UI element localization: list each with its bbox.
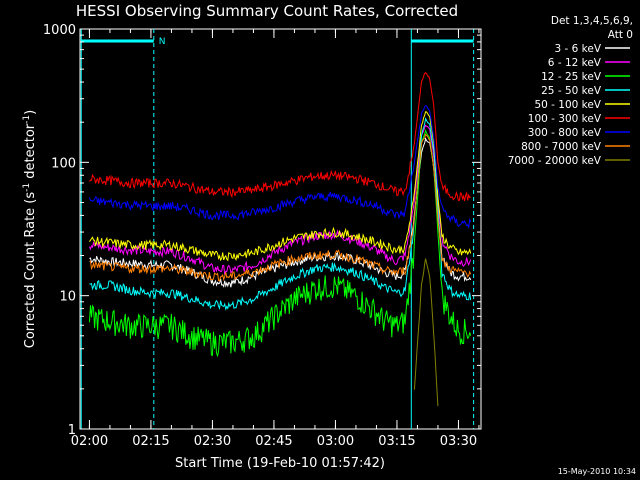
- y-axis-label-main: Corrected Count Rate (s: [23, 192, 38, 349]
- legend-label-3: 25 - 50 keV: [541, 85, 602, 97]
- series-line-1: [88, 124, 472, 275]
- y-tick-label: 1000: [43, 23, 76, 38]
- legend-label-2: 12 - 25 keV: [541, 71, 602, 83]
- x-tick-label: 03:30: [440, 434, 477, 449]
- x-tick-label: 02:45: [255, 434, 292, 449]
- legend-label-1: 6 - 12 keV: [548, 57, 602, 69]
- series-line-6: [88, 105, 472, 229]
- series-line-2: [88, 129, 472, 358]
- chart-title: HESSI Observing Summary Count Rates, Cor…: [76, 2, 458, 20]
- series-line-5: [89, 71, 471, 202]
- series-layer: [88, 71, 472, 407]
- x-tick-label: 02:15: [132, 434, 169, 449]
- y-tick-label: 10: [59, 290, 76, 305]
- y-tick-label: 100: [51, 156, 76, 171]
- legend-label-7: 800 - 7000 keV: [521, 141, 602, 153]
- series-line-3: [89, 117, 472, 311]
- y-axis-label-end: ): [23, 110, 38, 115]
- legend-header-2: Att 0: [608, 29, 633, 41]
- series-line-8: [413, 258, 439, 407]
- x-axis-label: Start Time (19-Feb-10 01:57:42): [175, 456, 385, 471]
- legend-label-5: 100 - 300 keV: [528, 113, 602, 125]
- legend-label-0: 3 - 6 keV: [554, 43, 601, 55]
- x-tick-label: 03:15: [378, 434, 415, 449]
- x-tick-label: 03:00: [317, 434, 354, 449]
- attenuator-markers: N: [80, 29, 475, 429]
- legend-label-6: 300 - 800 keV: [528, 127, 602, 139]
- y-axis: 1 10 100 1000: [43, 23, 481, 438]
- night-bar-label: N: [159, 37, 166, 47]
- series-line-7: [89, 133, 472, 282]
- timestamp: 15-May-2010 10:34: [558, 467, 636, 476]
- legend-label-4: 50 - 100 keV: [534, 99, 601, 111]
- x-tick-label: 02:00: [71, 434, 108, 449]
- plot-frame: [79, 28, 482, 430]
- series-line-4: [89, 111, 472, 262]
- y-axis-label-sup: -1: [22, 183, 32, 192]
- y-axis-label-tail: detector: [23, 123, 38, 183]
- y-axis-label: Corrected Count Rate (s-1 detector-1): [22, 110, 38, 348]
- y-axis-label-sup2: -1: [22, 115, 32, 124]
- x-axis: 02:00 02:15 02:30 02:45 03:00 03:15 03:30: [71, 29, 480, 449]
- legend-label-8: 7000 - 20000 keV: [508, 155, 602, 167]
- y-tick-label: 1: [68, 423, 76, 438]
- legend: Det 1,3,4,5,6,9, Att 0 3 - 6 keV 6 - 12 k…: [508, 15, 633, 167]
- legend-header-1: Det 1,3,4,5,6,9,: [551, 15, 633, 27]
- x-tick-label: 02:30: [194, 434, 231, 449]
